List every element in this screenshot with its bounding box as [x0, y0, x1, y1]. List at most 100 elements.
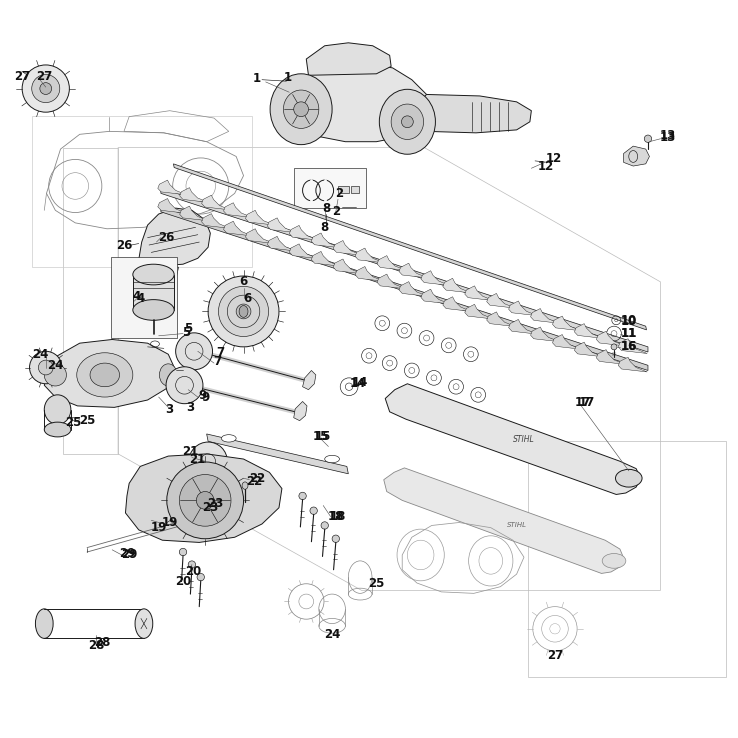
- Text: 11: 11: [621, 327, 637, 340]
- Ellipse shape: [239, 306, 248, 317]
- Ellipse shape: [602, 554, 626, 568]
- Text: 22: 22: [249, 472, 265, 485]
- Text: 12: 12: [538, 159, 554, 173]
- Polygon shape: [487, 294, 516, 308]
- Text: 27: 27: [14, 70, 30, 83]
- Polygon shape: [508, 320, 537, 334]
- Polygon shape: [574, 342, 604, 357]
- Text: 8: 8: [320, 221, 329, 234]
- Text: 22: 22: [246, 475, 263, 488]
- Ellipse shape: [44, 364, 66, 386]
- Text: 5: 5: [184, 322, 193, 335]
- Polygon shape: [355, 266, 384, 281]
- Ellipse shape: [179, 548, 187, 556]
- Polygon shape: [531, 308, 559, 323]
- Ellipse shape: [615, 469, 642, 487]
- Polygon shape: [201, 213, 230, 228]
- Polygon shape: [399, 282, 428, 297]
- Polygon shape: [311, 233, 340, 248]
- Text: 2: 2: [335, 187, 344, 200]
- Text: 20: 20: [175, 575, 191, 588]
- Text: 26: 26: [116, 238, 132, 252]
- Ellipse shape: [196, 492, 214, 509]
- Text: STIHL: STIHL: [513, 435, 535, 444]
- Polygon shape: [267, 218, 297, 232]
- Ellipse shape: [133, 300, 174, 320]
- Text: 21: 21: [189, 452, 205, 466]
- Text: 13: 13: [660, 131, 676, 144]
- Text: 28: 28: [88, 639, 104, 652]
- Bar: [528, 441, 726, 677]
- Text: 17: 17: [579, 396, 595, 409]
- Text: 6: 6: [239, 275, 248, 289]
- Polygon shape: [465, 304, 494, 319]
- Text: 9: 9: [199, 389, 207, 402]
- Ellipse shape: [299, 492, 306, 500]
- Text: 4: 4: [136, 292, 145, 306]
- Ellipse shape: [135, 609, 153, 638]
- Ellipse shape: [611, 344, 617, 350]
- Ellipse shape: [218, 286, 269, 337]
- Polygon shape: [531, 327, 559, 342]
- Polygon shape: [180, 187, 209, 202]
- Polygon shape: [377, 255, 406, 270]
- Text: 29: 29: [119, 547, 135, 560]
- Ellipse shape: [644, 135, 652, 142]
- Polygon shape: [574, 324, 604, 339]
- Ellipse shape: [90, 363, 120, 387]
- Text: 10: 10: [621, 314, 637, 327]
- Ellipse shape: [217, 494, 226, 503]
- Text: 10: 10: [621, 314, 637, 328]
- Ellipse shape: [310, 507, 317, 514]
- Text: 16: 16: [621, 340, 637, 354]
- Text: 16: 16: [621, 340, 637, 354]
- Text: 3: 3: [165, 403, 174, 416]
- Polygon shape: [267, 236, 297, 251]
- Ellipse shape: [179, 475, 231, 526]
- Polygon shape: [443, 297, 472, 311]
- Bar: [338, 186, 349, 193]
- Polygon shape: [311, 252, 340, 266]
- Ellipse shape: [197, 573, 204, 581]
- Text: 13: 13: [660, 129, 676, 142]
- Polygon shape: [596, 331, 625, 346]
- Polygon shape: [334, 241, 362, 255]
- Polygon shape: [125, 454, 282, 542]
- Polygon shape: [596, 350, 625, 365]
- Ellipse shape: [211, 488, 232, 508]
- Ellipse shape: [22, 65, 69, 112]
- Polygon shape: [158, 180, 187, 195]
- Polygon shape: [355, 248, 384, 263]
- Text: 24: 24: [324, 628, 340, 641]
- Text: STIHL: STIHL: [506, 523, 527, 528]
- Text: 19: 19: [151, 521, 167, 534]
- Text: 25: 25: [368, 576, 384, 590]
- Ellipse shape: [40, 83, 52, 94]
- Text: 8: 8: [322, 201, 331, 215]
- Text: 17: 17: [575, 396, 591, 409]
- Polygon shape: [421, 289, 450, 304]
- Text: 7: 7: [213, 355, 222, 368]
- Polygon shape: [553, 334, 582, 349]
- Text: 24: 24: [32, 348, 49, 361]
- Polygon shape: [159, 266, 179, 282]
- Polygon shape: [384, 468, 624, 573]
- Polygon shape: [377, 274, 406, 289]
- Text: 11: 11: [621, 327, 637, 340]
- Ellipse shape: [159, 364, 177, 386]
- Polygon shape: [465, 286, 494, 300]
- Text: 15: 15: [313, 430, 329, 444]
- Polygon shape: [180, 206, 209, 221]
- Text: 9: 9: [201, 390, 210, 404]
- Ellipse shape: [35, 609, 53, 638]
- Polygon shape: [553, 316, 582, 331]
- Ellipse shape: [242, 482, 248, 489]
- Polygon shape: [207, 434, 348, 474]
- Polygon shape: [443, 278, 472, 293]
- Text: 21: 21: [182, 445, 199, 458]
- Polygon shape: [44, 339, 176, 407]
- Text: 1: 1: [283, 71, 292, 84]
- Text: 29: 29: [121, 548, 137, 562]
- Ellipse shape: [188, 561, 196, 568]
- Polygon shape: [161, 188, 648, 352]
